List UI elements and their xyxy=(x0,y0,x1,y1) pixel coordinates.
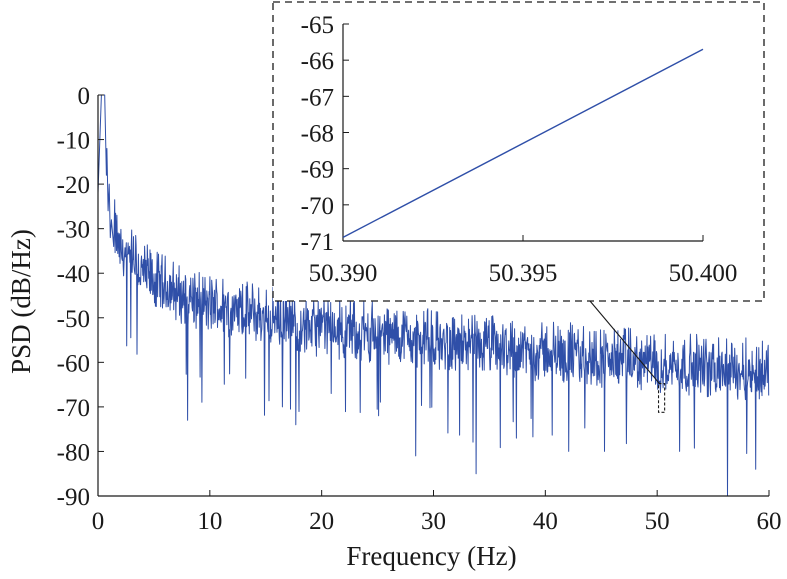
inset-frame xyxy=(272,1,765,302)
inset-x-tick-label: 50.400 xyxy=(669,260,738,287)
inset-x-tick-label: 50.395 xyxy=(489,260,558,287)
inset-y-tick-label: -67 xyxy=(301,84,334,111)
zoom-inset: -65 -66 -67 -68 -69 -70 -71 50.390 50.395 50.400 xyxy=(272,1,765,384)
zoom-connector-line xyxy=(589,300,660,384)
zoom-region-marker xyxy=(657,383,666,413)
inset-y-tick-label: -71 xyxy=(301,229,334,256)
inset-y-tick-label: -68 xyxy=(301,121,334,148)
y-axis-title: PSD (dB/Hz) xyxy=(6,229,36,374)
y-tick-label: -70 xyxy=(57,395,90,422)
inset-series-line xyxy=(342,48,704,239)
inset-y-tick-label: -65 xyxy=(301,12,334,39)
x-axis-title: Frequency (Hz) xyxy=(346,541,516,571)
main-plot: 0-10-20-30-40-50-60-70-80-900 10 20 30 40 50 6… xyxy=(6,83,782,571)
inset-x-tick-label: 50.390 xyxy=(309,260,378,287)
y-tick-label: -50 xyxy=(57,306,90,333)
x-tick-label: 10 xyxy=(197,508,222,535)
y-tick-label: -80 xyxy=(57,439,90,466)
x-tick-label: 0 xyxy=(92,508,105,535)
x-tick-label: 50 xyxy=(645,508,670,535)
inset-y-tick-label: -66 xyxy=(301,48,334,75)
y-tick-label: -30 xyxy=(57,217,90,244)
y-tick-label: 0 xyxy=(78,83,91,110)
x-tick-label: 30 xyxy=(421,508,446,535)
y-tick-label: -40 xyxy=(57,261,90,288)
y-tick-label: -10 xyxy=(57,128,90,155)
inset-y-tick-label: -70 xyxy=(301,193,334,220)
x-tick-label: 20 xyxy=(309,508,334,535)
y-tick-label: -20 xyxy=(57,172,90,199)
x-tick-label: 60 xyxy=(757,508,782,535)
y-tick-label: -90 xyxy=(57,484,90,511)
y-tick-label: -60 xyxy=(57,350,90,377)
inset-y-tick-label: -69 xyxy=(301,157,334,184)
x-tick-label: 40 xyxy=(533,508,558,535)
